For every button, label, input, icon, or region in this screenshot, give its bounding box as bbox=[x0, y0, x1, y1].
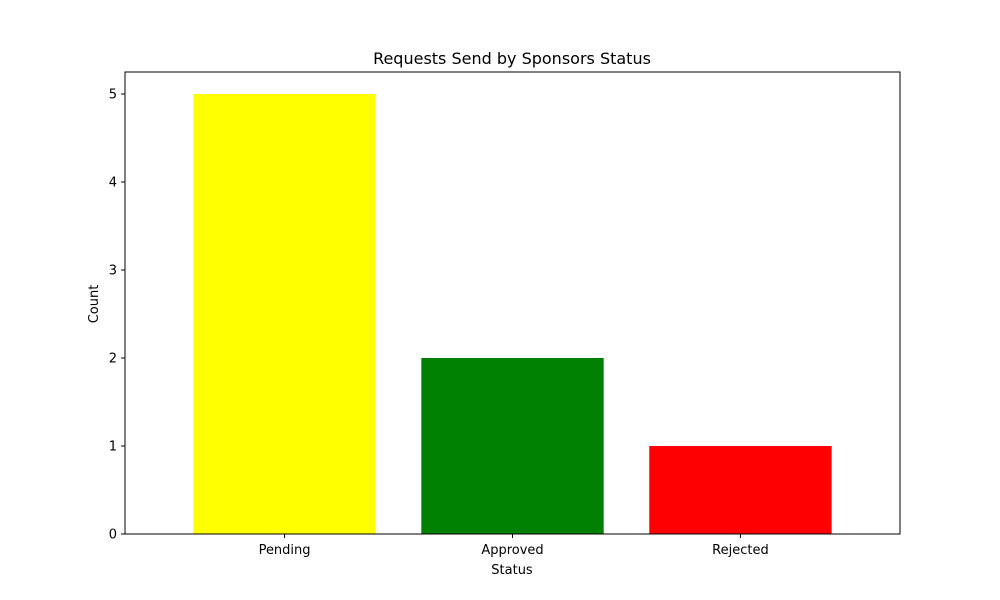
x-axis-ticks: Pending Approved Rejected bbox=[259, 534, 769, 558]
y-tick-label: 3 bbox=[109, 264, 117, 279]
x-tick-label: Rejected bbox=[712, 543, 769, 558]
x-tick-label: Approved bbox=[481, 543, 543, 558]
y-tick-label: 2 bbox=[109, 352, 117, 367]
bars-group bbox=[193, 94, 832, 534]
y-axis-label: Count bbox=[87, 285, 102, 324]
y-tick-label: 0 bbox=[109, 528, 117, 543]
x-axis-label: Status bbox=[491, 563, 533, 578]
bar-pending bbox=[193, 94, 376, 534]
chart-title: Requests Send by Sponsors Status bbox=[373, 49, 651, 68]
x-tick-label: Pending bbox=[259, 543, 311, 558]
y-tick-label: 4 bbox=[109, 176, 117, 191]
bar-rejected bbox=[649, 446, 832, 534]
bar-approved bbox=[421, 358, 604, 534]
plot-area-frame bbox=[124, 71, 901, 535]
y-tick-label: 5 bbox=[109, 88, 117, 103]
y-tick-label: 1 bbox=[109, 440, 117, 455]
y-axis-ticks: 0 1 2 3 4 5 bbox=[109, 88, 125, 543]
